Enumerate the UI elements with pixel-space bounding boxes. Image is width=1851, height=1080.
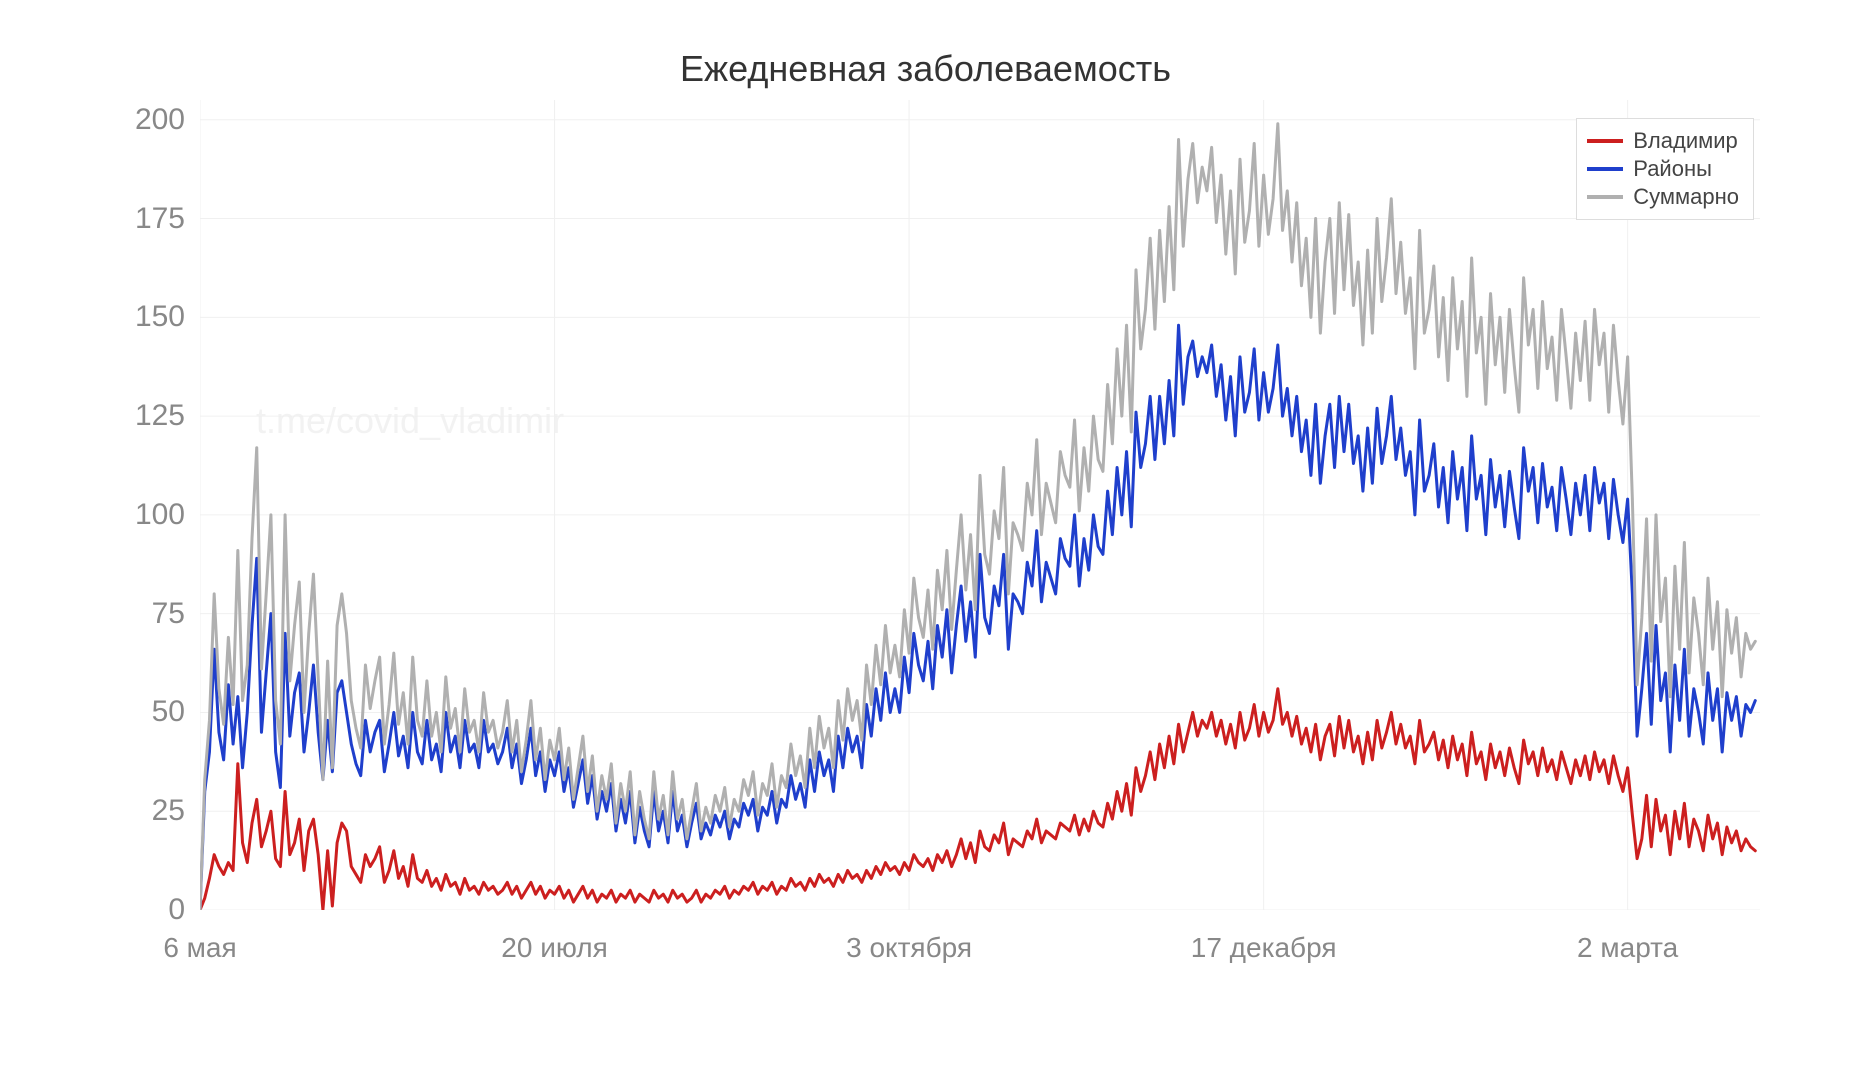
x-tick-label: 20 июля [501,932,607,964]
y-tick-label: 25 [65,794,185,828]
legend: ВладимирРайоныСуммарно [1576,118,1754,220]
legend-swatch [1587,195,1623,199]
series-Районы [200,325,1755,910]
y-tick-label: 50 [65,695,185,729]
x-tick-label: 2 марта [1577,932,1678,964]
chart-container: Ежедневная заболеваемость t.me/covid_vla… [0,0,1851,1080]
y-tick-label: 0 [65,893,185,927]
y-tick-label: 75 [65,597,185,631]
x-tick-label: 6 мая [163,932,236,964]
legend-swatch [1587,167,1623,171]
legend-item: Районы [1587,155,1739,183]
legend-label: Районы [1633,156,1712,182]
legend-label: Суммарно [1633,184,1739,210]
plot-area [200,100,1760,910]
legend-item: Суммарно [1587,183,1739,211]
series-Суммарно [200,124,1755,910]
y-tick-label: 200 [65,103,185,137]
x-tick-label: 3 октября [846,932,972,964]
chart-title: Ежедневная заболеваемость [0,48,1851,90]
x-tick-label: 17 декабря [1191,932,1337,964]
y-tick-label: 175 [65,202,185,236]
y-tick-label: 125 [65,399,185,433]
legend-swatch [1587,139,1623,143]
y-tick-label: 100 [65,498,185,532]
y-tick-label: 150 [65,300,185,334]
legend-item: Владимир [1587,127,1739,155]
legend-label: Владимир [1633,128,1738,154]
